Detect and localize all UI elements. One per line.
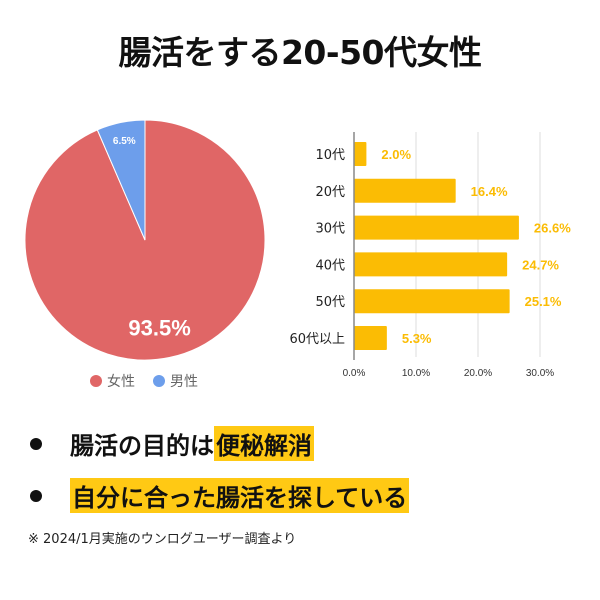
- bar-2: [354, 215, 519, 240]
- y-category-label: 60代以上: [289, 332, 345, 347]
- legend-label: 女性: [107, 374, 135, 390]
- bullet-text: 腸活の目的は: [70, 432, 214, 460]
- y-category-label: 40代: [315, 258, 345, 273]
- bar-3: [354, 252, 508, 277]
- bar-data-label: 16.4%: [471, 184, 508, 199]
- x-tick-label: 10.0%: [402, 368, 430, 379]
- pie-legend: 女性 男性: [90, 371, 198, 391]
- x-tick-label: 0.0%: [343, 368, 366, 379]
- legend-dot: [90, 375, 102, 387]
- pie-label-female: 93.5%: [128, 316, 190, 341]
- bar-5: [354, 326, 387, 350]
- bar-data-label: 25.1%: [525, 294, 562, 309]
- legend-item-male: 男性: [153, 371, 198, 391]
- pie-label-male: 6.5%: [113, 136, 136, 147]
- bar-data-label: 26.6%: [534, 221, 571, 236]
- bar-data-label: 24.7%: [522, 257, 559, 272]
- bar-data-label: 5.3%: [402, 331, 432, 346]
- pie-slice-male: [96, 119, 146, 241]
- survey-note: ※ 2024/1月実施のウンログユーザー調査より: [28, 532, 297, 547]
- bar-1: [354, 178, 456, 203]
- legend-dot: [153, 375, 165, 387]
- bullet-purpose: 腸活の目的は 便秘解消: [30, 426, 314, 461]
- bullet-highlight: 自分に合った腸活を探している: [70, 478, 410, 513]
- bullet-highlight: 便秘解消: [214, 426, 314, 461]
- x-tick-label: 30.0%: [526, 368, 554, 379]
- bullet-dot: [30, 437, 42, 450]
- bullet-search: 自分に合った腸活を探している: [30, 478, 410, 513]
- bar-data-label: 2.0%: [381, 147, 411, 162]
- y-category-label: 20代: [315, 185, 345, 200]
- legend-label: 男性: [170, 374, 198, 390]
- y-category-label: 10代: [315, 148, 345, 163]
- page-title: 腸活をする20-50代女性: [118, 33, 482, 72]
- y-category-label: 30代: [315, 222, 345, 237]
- bar-4: [354, 289, 510, 314]
- bar-0: [354, 142, 367, 166]
- legend-item-female: 女性: [90, 371, 135, 391]
- y-category-label: 50代: [315, 295, 345, 310]
- x-tick-label: 20.0%: [464, 368, 492, 379]
- bullet-dot: [30, 489, 42, 502]
